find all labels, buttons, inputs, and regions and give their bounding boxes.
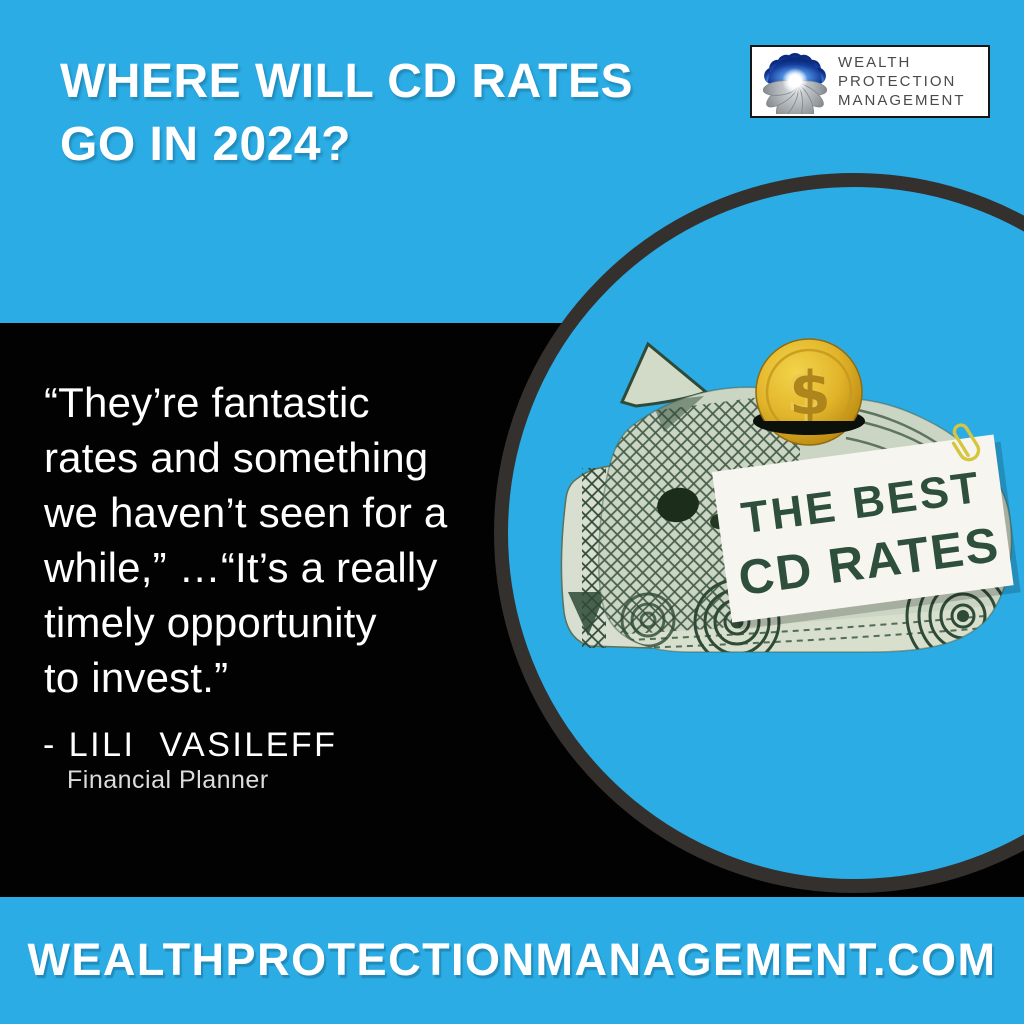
headline-line-2: GO IN 2024?	[60, 118, 351, 171]
logo-word-2: PROTECTION	[838, 73, 957, 90]
headline: WHERE WILL CD RATES GO IN 2024?	[60, 50, 700, 176]
attribution-title: Financial Planner	[67, 766, 269, 794]
logo-word-1: WEALTH	[838, 54, 912, 71]
quote-text: “They’re fantastic rates and something w…	[44, 379, 448, 701]
lotus-shell-icon	[762, 52, 828, 114]
company-logo: WEALTH PROTECTION MANAGEMENT	[750, 45, 990, 118]
attribution-name: - LILI VASILEFF	[43, 726, 338, 764]
footer-url: WEALTHPROTECTIONMANAGEMENT.COM	[27, 934, 997, 985]
headline-line-1: WHERE WILL CD RATES	[60, 55, 634, 108]
logo-word-3: MANAGEMENT	[838, 92, 966, 109]
logo-wordmark: WEALTH PROTECTION MANAGEMENT	[838, 53, 966, 110]
quote-panel: “They’re fantastic rates and something w…	[0, 323, 1024, 897]
